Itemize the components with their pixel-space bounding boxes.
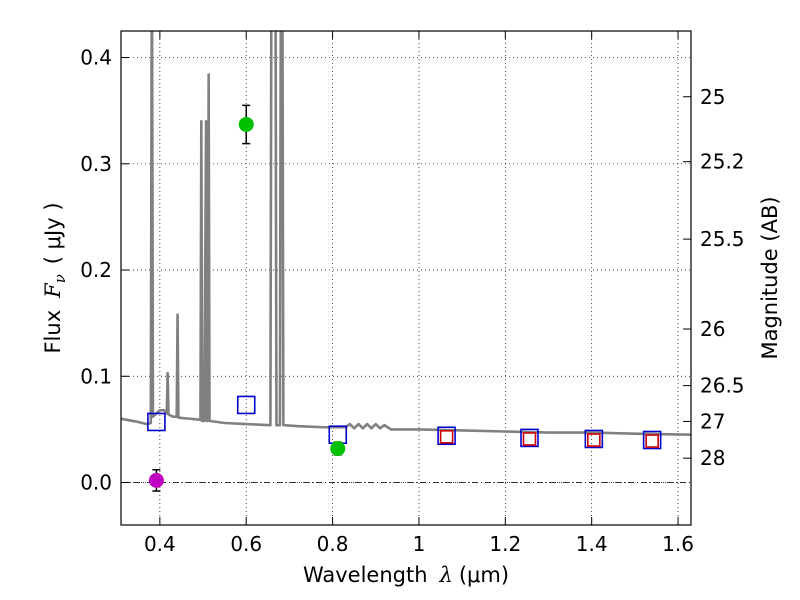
x-axis-label: Wavelength λ (μm) (303, 563, 509, 587)
y-tick-label: 0.4 (80, 46, 112, 70)
right-tick-label: 25.5 (700, 227, 745, 251)
y-tick-label: 0.1 (80, 364, 112, 388)
right-axis-label: Magnitude (AB) (758, 196, 782, 359)
model-photometry-square (520, 428, 539, 448)
y-tick-label: 0.0 (80, 471, 112, 495)
right-tick-label: 28 (700, 446, 725, 470)
y-axis-label: FluxFν( μJy ) (41, 202, 69, 353)
model-photometry-square (236, 395, 256, 415)
x-tick-label: 1 (413, 532, 426, 556)
upper-limit-point (148, 472, 164, 488)
right-tick-label: 25.2 (700, 150, 745, 174)
spectrum-line (121, 31, 691, 436)
model-photometry-square (642, 430, 662, 450)
model-photometry-square (147, 412, 166, 432)
y-tick-label: 0.2 (80, 258, 112, 282)
model-photometry-square (584, 429, 604, 449)
x-tick-label: 0.6 (230, 532, 262, 556)
right-tick-label: 26 (700, 317, 725, 341)
right-tick-label: 26.5 (700, 374, 745, 398)
grid (121, 31, 691, 525)
model-photometry-square (437, 426, 456, 446)
data-layer (121, 31, 691, 492)
x-tick-label: 1.2 (489, 532, 521, 556)
right-tick-label: 25 (700, 85, 725, 109)
x-tick-label: 1.4 (576, 532, 608, 556)
right-tick-label: 27 (700, 409, 725, 433)
detection-point (238, 116, 254, 132)
axes: 0.4 0.6 0.8 1 1.2 1.4 1.6 0.0 0.1 0.2 0.3 0.4 25 25.2… (80, 31, 745, 556)
x-tick-label: 0.8 (317, 532, 349, 556)
detection-point (330, 441, 346, 457)
plot-area (121, 31, 691, 525)
plot-frame (120, 30, 692, 526)
observed-photometry-square (522, 432, 537, 446)
observed-photometry-square (645, 434, 659, 448)
y-tick-label: 0.3 (80, 152, 112, 176)
observed-photometry-square (439, 430, 454, 444)
x-tick-label: 1.6 (662, 532, 694, 556)
x-tick-label: 0.4 (144, 532, 176, 556)
observed-photometry-square (587, 433, 601, 447)
